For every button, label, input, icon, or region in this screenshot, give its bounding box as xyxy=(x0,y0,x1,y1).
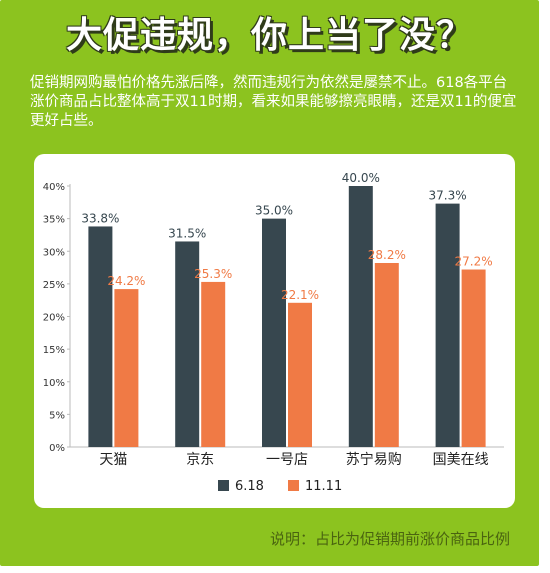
data-label: 24.2% xyxy=(107,274,145,288)
y-tick-label: 25% xyxy=(43,280,65,291)
bar-1111 xyxy=(288,302,312,447)
bar-618 xyxy=(435,203,460,447)
x-tick-label: 天猫 xyxy=(99,452,127,468)
intro-text: 促销期网购最怕价格先涨后降，然而违规行为依然是屡禁不止。618各平台涨价商品占比… xyxy=(30,75,517,129)
bar-618 xyxy=(348,186,373,447)
bar-1111 xyxy=(461,269,486,447)
bar-618 xyxy=(175,241,200,447)
data-label: 37.3% xyxy=(429,189,467,203)
data-label: 40.0% xyxy=(342,171,380,185)
poster-background: 大促违规，你上当了没？ 促销期网购最怕价格先涨后降，然而违规行为依然是屡禁不止。… xyxy=(0,0,539,566)
x-tick-label: 国美在线 xyxy=(433,452,489,468)
bar-1111 xyxy=(374,262,399,447)
x-tick-label: 苏宁易购 xyxy=(346,451,402,468)
bar-618 xyxy=(262,218,286,447)
legend-label: 11.11 xyxy=(305,479,342,494)
legend-label: 6.18 xyxy=(235,479,264,494)
data-label: 22.1% xyxy=(281,288,319,302)
data-label: 27.2% xyxy=(455,255,493,269)
bar-1111 xyxy=(201,281,226,447)
bar-618 xyxy=(88,226,113,447)
data-label: 25.3% xyxy=(194,267,232,281)
bar-chart: 0% 5% 10% 15% 20% 25% 30% 35% 40% 33.8% 24.2% 天猫 31.… xyxy=(43,171,504,494)
y-tick-label: 40% xyxy=(43,182,65,193)
data-label: 33.8% xyxy=(81,211,119,225)
y-tick-label: 30% xyxy=(43,247,65,258)
bar-1111 xyxy=(114,289,139,447)
y-tick-label: 15% xyxy=(43,345,65,356)
y-tick-label: 35% xyxy=(43,215,65,226)
data-label: 28.2% xyxy=(368,248,406,262)
page-title: 大促违规，你上当了没？ xyxy=(65,15,473,56)
y-tick-label: 0% xyxy=(49,443,65,454)
y-tick-label: 20% xyxy=(43,313,65,324)
y-tick-label: 5% xyxy=(49,410,65,421)
data-label: 35.0% xyxy=(255,204,293,218)
legend-swatch xyxy=(288,480,299,491)
x-tick-label: 一号店 xyxy=(266,452,308,468)
data-label: 31.5% xyxy=(168,226,206,240)
x-tick-label: 京东 xyxy=(186,452,214,468)
legend-swatch xyxy=(218,480,229,491)
y-tick-label: 10% xyxy=(43,378,65,389)
footnote: 说明：占比为促销期前涨价商品比例 xyxy=(269,530,510,548)
chart-card: 0% 5% 10% 15% 20% 25% 30% 35% 40% 33.8% 24.2% 天猫 31.… xyxy=(34,154,515,508)
